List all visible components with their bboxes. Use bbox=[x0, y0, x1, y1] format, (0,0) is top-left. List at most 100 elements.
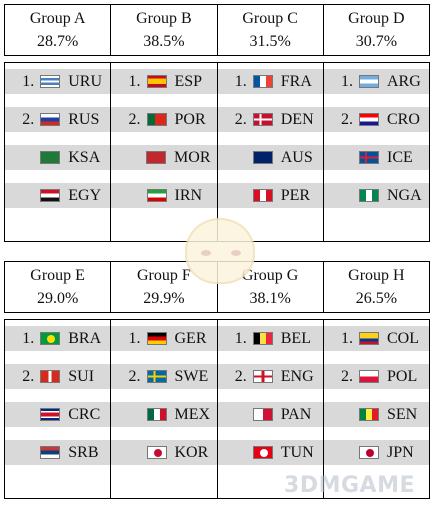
team-code: EGY bbox=[68, 186, 102, 204]
flag-emblem bbox=[259, 449, 268, 457]
group-header-cell: Group B 38.5% bbox=[110, 5, 216, 55]
kor-flag-icon bbox=[146, 446, 167, 459]
flag-emblem bbox=[366, 449, 374, 457]
team-list-item: 2. SWE bbox=[111, 364, 217, 389]
team-list-item: 2. DEN bbox=[217, 107, 323, 132]
team-code: AUS bbox=[280, 148, 313, 166]
team-code: KSA bbox=[68, 148, 101, 166]
group-percentage: 28.7% bbox=[36, 33, 79, 50]
group-header-cell: Group E 29.0% bbox=[4, 262, 110, 312]
group-name: Group H bbox=[348, 267, 405, 284]
group-name: Group A bbox=[29, 10, 86, 27]
team-code: MEX bbox=[174, 405, 211, 423]
group-percentage: 31.5% bbox=[249, 33, 291, 50]
group-header-row: Group E 29.0% Group F 29.9% Group G 38.1% Grou… bbox=[4, 261, 430, 313]
pol-flag-icon bbox=[359, 370, 379, 383]
col-flag-icon bbox=[359, 332, 379, 345]
group-team-column: 1. BEL 2. ENG PAN TUN bbox=[216, 320, 323, 498]
group-percentage: 29.9% bbox=[143, 290, 185, 307]
nga-flag-icon bbox=[359, 189, 379, 202]
team-rank: 1. bbox=[341, 329, 353, 347]
team-list-item: 1. FRA bbox=[217, 69, 323, 94]
group-header-cell: Group H 26.5% bbox=[322, 262, 430, 312]
team-rank: 2. bbox=[234, 367, 247, 385]
mascot-watermark-icon bbox=[185, 218, 255, 284]
group-header-cell: Group F 29.9% bbox=[110, 262, 216, 312]
aus-flag-icon bbox=[252, 151, 273, 164]
team-rank: 2. bbox=[341, 110, 353, 128]
team-list-item: 1. BRA bbox=[5, 326, 111, 351]
team-list-item: PER bbox=[217, 183, 323, 208]
per-flag-icon bbox=[252, 189, 273, 202]
team-list-item: KOR bbox=[111, 440, 217, 465]
arg-flag-icon bbox=[359, 75, 379, 88]
team-list-item: 2. POL bbox=[323, 364, 429, 389]
group-name: Group C bbox=[242, 10, 298, 27]
team-code: POR bbox=[174, 110, 206, 128]
team-list-item: 2. RUS bbox=[5, 107, 111, 132]
flag-emblem bbox=[153, 449, 162, 457]
uru-flag-icon bbox=[40, 75, 61, 88]
team-rank: 1. bbox=[22, 72, 35, 90]
team-code: GER bbox=[174, 329, 207, 347]
crc-flag-icon bbox=[40, 408, 61, 421]
group-name: Group D bbox=[348, 10, 405, 27]
team-code: ESP bbox=[174, 72, 203, 90]
team-list-item: SRB bbox=[5, 440, 111, 465]
team-list-item: 1. BEL bbox=[217, 326, 323, 351]
team-rank: 1. bbox=[234, 329, 247, 347]
group-percentage: 26.5% bbox=[355, 290, 398, 307]
group-team-column: 1. COL 2. POL SEN JPN bbox=[322, 320, 430, 498]
team-list-item: 2. CRO bbox=[323, 107, 429, 132]
team-code: IRN bbox=[174, 186, 203, 204]
ksa-flag-icon bbox=[40, 151, 61, 164]
por-flag-icon bbox=[146, 113, 167, 126]
group-team-column: 1. BRA 2. SUI CRC SRB bbox=[4, 320, 111, 498]
team-code: PER bbox=[280, 186, 311, 204]
bra-flag-icon bbox=[40, 332, 61, 345]
team-code: ARG bbox=[387, 72, 421, 90]
group-percentage: 38.5% bbox=[143, 33, 185, 50]
team-list-item: 1. GER bbox=[111, 326, 217, 351]
team-list-item: 1. ESP bbox=[111, 69, 217, 94]
team-list-item: 2. POR bbox=[111, 107, 217, 132]
team-list-item: SEN bbox=[323, 402, 429, 427]
jpn-flag-icon bbox=[359, 446, 379, 459]
rus-flag-icon bbox=[40, 113, 61, 126]
team-code: JPN bbox=[387, 443, 414, 461]
cro-flag-icon bbox=[359, 113, 379, 126]
team-code: POL bbox=[387, 367, 418, 385]
team-list-item: TUN bbox=[217, 440, 323, 465]
team-list-item: 1. COL bbox=[323, 326, 429, 351]
team-list-item: MEX bbox=[111, 402, 217, 427]
team-code: TUN bbox=[280, 443, 314, 461]
group-header-cell: Group G 38.1% bbox=[216, 262, 323, 312]
fra-flag-icon bbox=[252, 75, 273, 88]
mor-flag-icon bbox=[146, 151, 167, 164]
eng-flag-icon bbox=[252, 370, 273, 383]
team-code: CRC bbox=[68, 405, 101, 423]
team-code: COL bbox=[387, 329, 419, 347]
team-list-item: KSA bbox=[5, 145, 111, 170]
ger-flag-icon bbox=[146, 332, 167, 345]
team-list-item: PAN bbox=[217, 402, 323, 427]
bel-flag-icon bbox=[252, 332, 273, 345]
team-table-row: 1. BRA 2. SUI CRC SRB 1. GER 2. SWE MEX KOR 1. BEL 2. E… bbox=[4, 319, 430, 499]
team-code: SWE bbox=[174, 367, 209, 385]
team-code: FRA bbox=[280, 72, 312, 90]
team-rank: 1. bbox=[234, 72, 247, 90]
tun-flag-icon bbox=[252, 446, 273, 459]
group-name: Group B bbox=[136, 10, 192, 27]
team-code: BEL bbox=[280, 329, 311, 347]
team-rank: 2. bbox=[22, 367, 35, 385]
group-header-cell: Group C 31.5% bbox=[216, 5, 323, 55]
group-name: Group F bbox=[136, 267, 191, 284]
team-list-item: AUS bbox=[217, 145, 323, 170]
team-rank: 1. bbox=[128, 329, 141, 347]
team-code: SUI bbox=[68, 367, 95, 385]
esp-flag-icon bbox=[146, 75, 167, 88]
group-team-column: 1. FRA 2. DEN AUS PER bbox=[216, 63, 323, 241]
team-rank: 1. bbox=[128, 72, 141, 90]
team-list-item: JPN bbox=[323, 440, 429, 465]
group-team-column: 1. URU 2. RUS KSA EGY bbox=[4, 63, 111, 241]
